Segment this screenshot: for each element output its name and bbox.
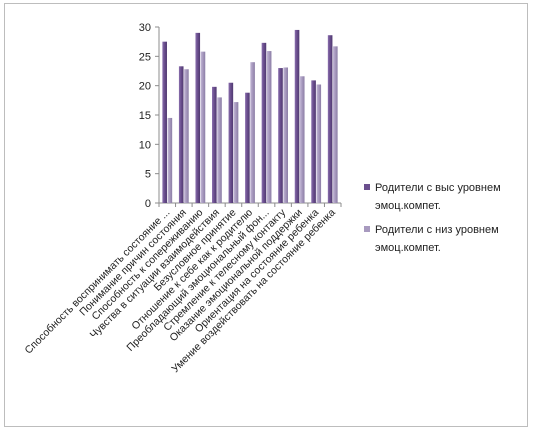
- legend-swatch-1: [364, 184, 370, 190]
- legend-label-2: Родители с низ уровнем эмоц.компет.: [375, 224, 499, 254]
- bar-series-2-2: [184, 69, 189, 204]
- bar-series-1-3: [195, 32, 201, 203]
- bar-series-2-11: [333, 46, 338, 203]
- y-tick-label: 15: [139, 110, 151, 122]
- bar-series-2-9: [299, 76, 305, 203]
- bar-series-1-5: [228, 82, 234, 203]
- bar-series-1-1: [162, 41, 167, 203]
- bar-series-1-11: [327, 35, 333, 203]
- bar-series-1-9: [294, 29, 300, 203]
- bar-series-1-6: [245, 92, 250, 203]
- bar-series-2-1: [167, 117, 173, 203]
- bar-series-2-8: [283, 67, 288, 203]
- y-tick-label: 10: [139, 139, 151, 151]
- bar-series-1-10: [311, 80, 316, 203]
- y-tick-label: 5: [145, 169, 151, 181]
- legend-swatch-2: [364, 226, 370, 232]
- bar-series-2-3: [200, 51, 206, 203]
- legend-label-1: Родители с выс уровнем эмоц.компет.: [375, 182, 501, 212]
- y-tick-label: 30: [139, 22, 151, 34]
- legend: Родители с выс уровнем эмоц.компет. Родите…: [364, 182, 501, 254]
- bar-series-1-7: [261, 42, 267, 204]
- bar-series-1-2: [178, 66, 184, 203]
- bar-series-1-4: [212, 86, 217, 203]
- bar-series-2-7: [266, 51, 272, 204]
- y-tick-label: 0: [145, 198, 151, 210]
- bar-series-1-8: [278, 68, 283, 203]
- bar-series-2-10: [316, 84, 322, 203]
- y-tick-label: 20: [139, 81, 151, 93]
- bar-series-2-4: [217, 97, 222, 203]
- bar-series-2-6: [250, 62, 255, 204]
- y-tick-label: 25: [139, 51, 151, 63]
- bar-series-2-5: [233, 102, 239, 203]
